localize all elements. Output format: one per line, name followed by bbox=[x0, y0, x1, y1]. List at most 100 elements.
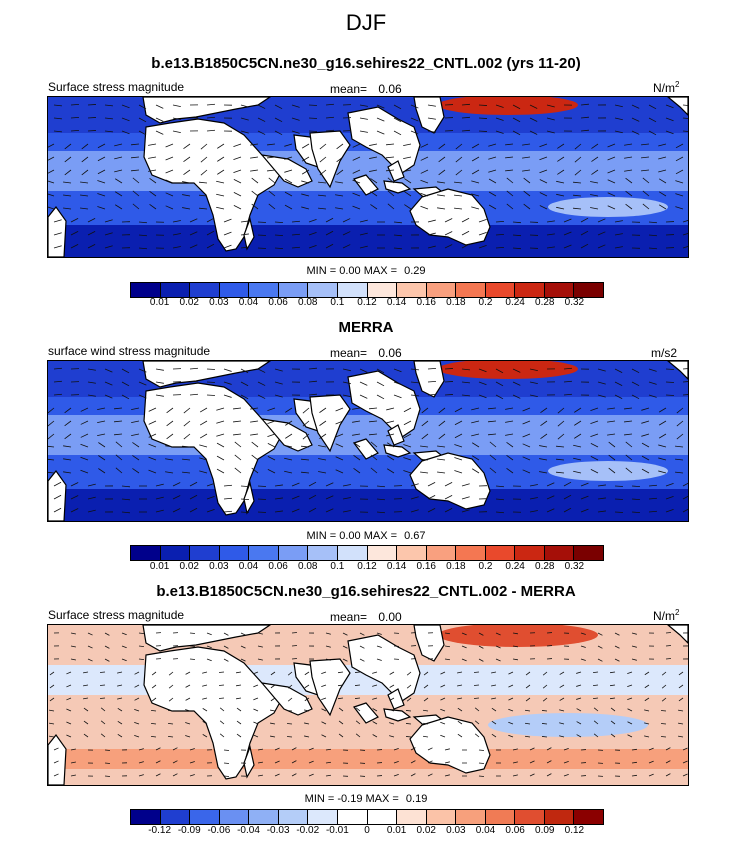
wind-vector bbox=[658, 178, 667, 184]
wind-vector bbox=[148, 469, 157, 474]
wind-vector bbox=[115, 204, 123, 210]
wind-vector bbox=[104, 104, 113, 107]
wind-vector bbox=[189, 380, 199, 383]
wind-vector bbox=[427, 219, 436, 223]
wind-vector bbox=[321, 708, 327, 712]
wind-vector bbox=[389, 684, 395, 688]
land-coastline bbox=[409, 188, 491, 246]
wind-vector bbox=[319, 143, 327, 150]
wind-vector bbox=[308, 494, 317, 500]
wind-vector bbox=[506, 190, 514, 197]
wind-vector bbox=[335, 181, 344, 184]
wind-vector bbox=[512, 104, 521, 110]
wind-vector bbox=[308, 760, 314, 764]
wind-vector bbox=[66, 697, 72, 701]
wind-vector bbox=[539, 471, 548, 474]
wind-vector bbox=[508, 708, 514, 712]
wind-vector bbox=[423, 697, 429, 702]
wind-vector bbox=[427, 381, 437, 383]
wind-vector bbox=[420, 169, 429, 174]
wind-vector bbox=[253, 734, 259, 738]
wind-vector bbox=[233, 169, 242, 173]
colorbar-tick-label: 0.12 bbox=[357, 561, 377, 572]
wind-vector bbox=[138, 748, 144, 751]
wind-vector bbox=[359, 381, 368, 386]
wind-vector bbox=[66, 721, 72, 725]
wind-vector bbox=[308, 747, 314, 751]
colorbar-swatch bbox=[160, 546, 191, 560]
wind-vector bbox=[240, 104, 249, 108]
colorbar-swatch bbox=[456, 810, 486, 824]
wind-vector bbox=[591, 169, 599, 175]
wind-vector bbox=[342, 394, 351, 398]
wind-vector bbox=[457, 720, 463, 725]
land-coastline bbox=[243, 744, 255, 779]
wind-vector bbox=[325, 230, 334, 236]
colorbar-swatch bbox=[308, 546, 338, 560]
wind-vector bbox=[251, 190, 259, 197]
wind-vector bbox=[631, 658, 637, 661]
wind-vector bbox=[631, 774, 638, 777]
wind-vector bbox=[461, 632, 467, 636]
wind-vector bbox=[590, 469, 599, 474]
wind-vector bbox=[682, 394, 688, 396]
wind-vector bbox=[614, 381, 623, 386]
wind-vector bbox=[420, 143, 429, 148]
wind-vector bbox=[132, 190, 140, 197]
wind-vector bbox=[121, 511, 130, 514]
wind-vector bbox=[405, 723, 412, 725]
wind-vector bbox=[512, 234, 522, 237]
colorbar-swatch bbox=[574, 810, 603, 824]
wind-vector bbox=[274, 510, 283, 513]
wind-vector bbox=[202, 734, 208, 738]
wind-vector bbox=[321, 697, 327, 701]
wind-vector bbox=[83, 720, 89, 725]
wind-vector bbox=[420, 205, 429, 210]
wind-vector bbox=[608, 454, 616, 461]
wind-vector bbox=[64, 407, 72, 414]
wind-vector bbox=[155, 368, 164, 371]
wind-vector bbox=[64, 169, 72, 176]
wind-vector bbox=[404, 178, 412, 184]
wind-vector bbox=[495, 511, 505, 514]
wind-vector bbox=[284, 169, 293, 173]
wind-vector bbox=[80, 407, 89, 412]
land-coastline bbox=[409, 452, 491, 510]
wind-vector bbox=[563, 760, 569, 764]
land-coastline bbox=[260, 154, 313, 188]
wind-vector bbox=[427, 104, 436, 107]
wind-vector bbox=[267, 456, 276, 461]
wind-vector bbox=[251, 467, 259, 474]
wind-vector bbox=[189, 367, 199, 370]
land-coastline bbox=[387, 688, 405, 710]
wind-vector bbox=[274, 221, 284, 224]
panel1-max-value: 0.29 bbox=[404, 265, 426, 277]
wind-vector bbox=[454, 457, 463, 461]
wind-vector bbox=[199, 194, 208, 197]
land-coastline bbox=[409, 716, 491, 774]
wind-vector bbox=[302, 407, 310, 414]
wind-vector bbox=[64, 156, 72, 163]
wind-vector bbox=[457, 697, 463, 700]
wind-vector bbox=[471, 206, 480, 210]
wind-vector bbox=[53, 380, 63, 383]
wind-vector bbox=[488, 143, 497, 147]
wind-vector bbox=[648, 394, 657, 398]
wind-vector bbox=[134, 735, 140, 738]
colorbar-swatch bbox=[367, 546, 398, 560]
panel1-minmax: MIN = 0.00 MAX = 0.29 bbox=[0, 265, 732, 277]
wind-vector bbox=[48, 407, 55, 414]
wind-vector bbox=[70, 230, 79, 236]
panel1-map-svg bbox=[48, 97, 688, 257]
wind-vector bbox=[359, 117, 368, 120]
wind-vector bbox=[172, 117, 181, 121]
wind-vector bbox=[410, 773, 416, 777]
wind-vector bbox=[87, 117, 97, 119]
wind-vector bbox=[393, 394, 402, 399]
wind-vector bbox=[134, 722, 140, 725]
wind-vector bbox=[97, 169, 106, 175]
land-coastline bbox=[413, 361, 445, 398]
wind-vector bbox=[70, 508, 79, 513]
wind-vector bbox=[217, 169, 225, 175]
wind-vector bbox=[505, 143, 514, 146]
